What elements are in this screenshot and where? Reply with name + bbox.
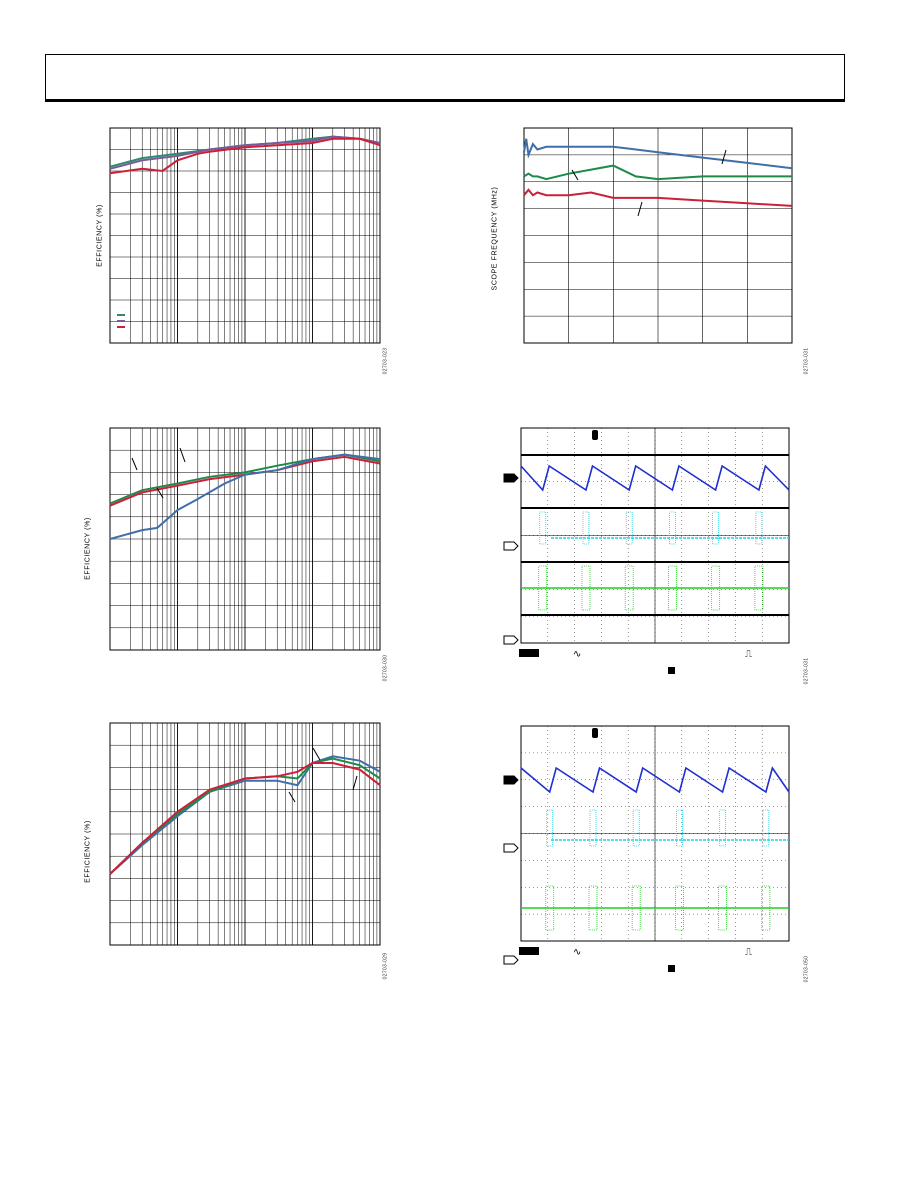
annotation-arrow xyxy=(156,487,164,499)
chart-svg xyxy=(109,127,381,344)
chart-svg xyxy=(109,722,381,946)
trigger-symbol: ⎍ xyxy=(745,649,752,660)
channel-2-marker xyxy=(503,541,519,551)
series-line-2 xyxy=(523,164,792,181)
figure-id: 02703-031 xyxy=(803,347,810,375)
timebase-marker xyxy=(668,667,675,674)
figure-id: 02703-050 xyxy=(803,955,810,983)
channel-badge xyxy=(519,649,539,657)
figure-id: 02703-030 xyxy=(382,654,389,682)
channel-2-spike xyxy=(762,809,770,847)
scope-capture-2: ∿ ⎍ 02703-050 xyxy=(500,718,820,983)
trigger-symbol: ⎍ xyxy=(745,947,752,958)
annotation-arrow xyxy=(312,747,321,761)
annotation-arrow xyxy=(288,791,296,803)
channel-3-burst xyxy=(624,565,634,611)
channel-2-marker xyxy=(503,843,519,853)
annotation-arrow xyxy=(721,149,727,165)
trigger-position-marker xyxy=(592,728,598,738)
series-line-1 xyxy=(523,138,793,170)
channel-2-spike xyxy=(625,511,633,545)
series-line-1 xyxy=(109,755,381,875)
channel-badge xyxy=(519,947,539,955)
scope-svg: ∿ ⎍ xyxy=(503,725,790,972)
series-line-3 xyxy=(109,453,381,540)
channel-3-burst xyxy=(754,565,764,611)
annotation-arrow xyxy=(352,775,358,791)
scope-capture-1: ∿ ⎍ 02703-031 xyxy=(500,420,820,685)
annotation-arrow xyxy=(571,169,579,181)
efficiency-chart-1: EFFICIENCY (%) 02703-023 xyxy=(85,120,405,375)
channel-3-marker xyxy=(503,955,519,965)
coupling-symbol: ∿ xyxy=(573,947,581,958)
chart-svg xyxy=(523,127,793,344)
series-line-3 xyxy=(523,188,793,207)
chart-svg xyxy=(109,427,381,651)
channel-3-burst xyxy=(631,885,641,931)
coupling-symbol: ∿ xyxy=(573,649,581,660)
annotation-arrow xyxy=(637,201,643,217)
channel-1-waveform xyxy=(520,766,790,794)
channel-1-waveform xyxy=(520,464,790,492)
series-line-3 xyxy=(109,137,381,175)
channel-3-marker xyxy=(503,635,519,645)
channel-1-marker xyxy=(503,473,519,483)
trigger-position-marker xyxy=(592,430,598,440)
series-line-2 xyxy=(109,135,381,170)
figure-id: 02703-031 xyxy=(803,657,810,685)
annotation-arrow xyxy=(131,457,138,471)
channel-3-burst xyxy=(761,885,771,931)
timebase-marker xyxy=(668,965,675,972)
annotation-arrow xyxy=(179,447,186,463)
channel-1-marker xyxy=(503,775,519,785)
figure-id: 02703-023 xyxy=(382,347,389,375)
scope-frequency-chart: SCOPE FREQUENCY (MHz) 02703-031 xyxy=(490,120,820,375)
series-line-3 xyxy=(109,762,381,875)
figure-id: 02703-029 xyxy=(382,952,389,980)
channel-2-spike xyxy=(755,511,763,545)
efficiency-chart-2: EFFICIENCY (%) 02703-030 xyxy=(85,420,405,682)
channel-2-spike xyxy=(632,809,640,847)
page-header-box xyxy=(45,54,845,102)
scope-svg: ∿ ⎍ xyxy=(503,427,790,674)
efficiency-chart-3: EFFICIENCY (%) 02703-029 xyxy=(85,718,405,980)
